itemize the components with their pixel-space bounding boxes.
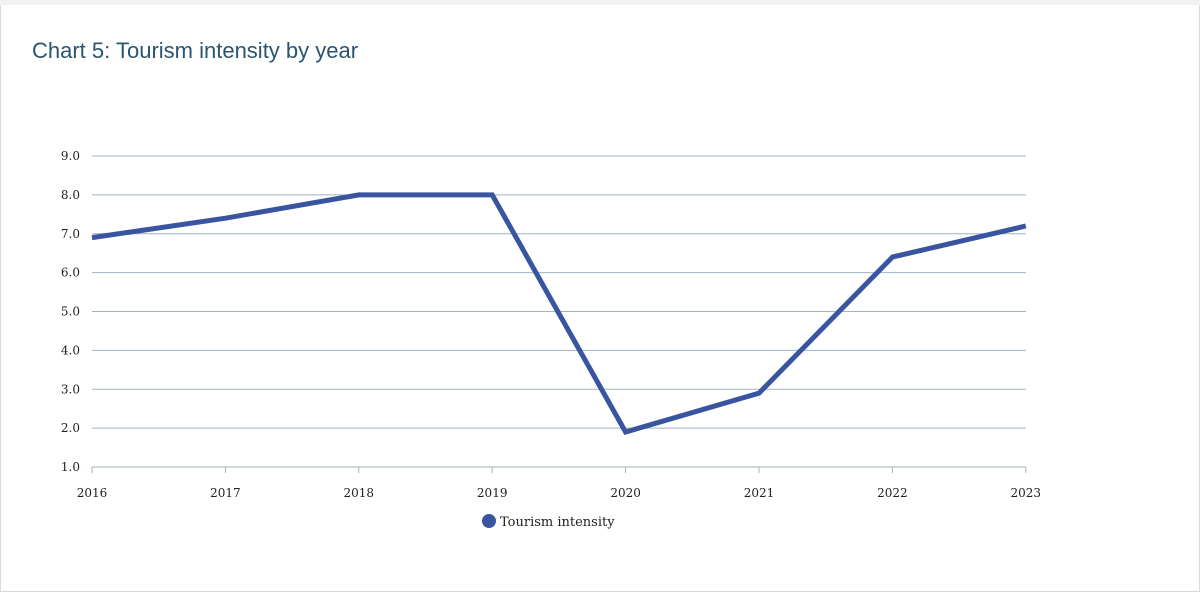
- y-tick-label: 3.0: [61, 382, 80, 396]
- y-tick-label: 2.0: [61, 421, 80, 435]
- y-tick-label: 6.0: [61, 266, 80, 280]
- legend-label: Tourism intensity: [500, 515, 615, 530]
- series-layer: [91, 192, 1027, 435]
- y-tick-label: 8.0: [61, 188, 80, 202]
- x-tick-label: 2021: [744, 486, 775, 500]
- x-tick-label: 2023: [1011, 486, 1042, 500]
- legend: Tourism intensity: [482, 514, 615, 530]
- x-tick-label: 2020: [610, 486, 641, 500]
- x-tick-label: 2019: [477, 486, 508, 500]
- y-tick-label: 4.0: [61, 343, 80, 357]
- x-tick-label: 2022: [877, 486, 908, 500]
- grid-lines: [92, 155, 1026, 468]
- y-tick-label: 1.0: [61, 460, 80, 474]
- y-tick-label: 9.0: [61, 149, 80, 163]
- x-axis: 2016 2017 2018 2019 2020 2021 2022 2023: [77, 466, 1042, 500]
- y-tick-label: 7.0: [61, 227, 80, 241]
- legend-marker: [482, 514, 496, 528]
- chart-title: Chart 5: Tourism intensity by year: [32, 38, 359, 63]
- series-line: [91, 192, 1027, 435]
- top-strip: [0, 0, 1200, 5]
- y-axis: 1.0 2.0 3.0 4.0 5.0 6.0 7.0 8.0 9.0: [61, 149, 80, 474]
- y-tick-label: 5.0: [61, 305, 80, 319]
- x-tick-label: 2017: [210, 486, 241, 500]
- x-tick-label: 2016: [77, 486, 108, 500]
- x-tick-label: 2018: [344, 486, 375, 500]
